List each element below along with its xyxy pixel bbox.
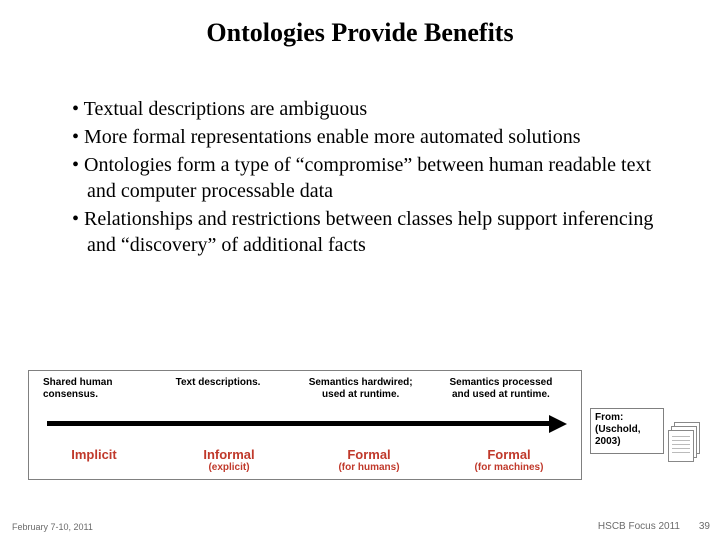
footer-page-number: 39 — [699, 521, 710, 532]
bottom-label-sub: (for humans) — [299, 462, 439, 473]
bottom-label: Formal (for machines) — [439, 447, 579, 473]
bullet-item: Relationships and restrictions between c… — [72, 206, 660, 258]
document-stack-icon — [668, 422, 702, 462]
citation-box: From: (Uschold, 2003) — [590, 408, 664, 454]
bullet-item: More formal representations enable more … — [72, 124, 660, 150]
diagram-top-labels: Shared humanconsensus. Text descriptions… — [29, 371, 581, 401]
bullet-list: Textual descriptions are ambiguous More … — [72, 96, 660, 258]
bottom-label-main: Formal — [299, 447, 439, 462]
diagram-bottom-labels: Implicit Informal (explicit) Formal (for… — [29, 447, 581, 473]
bottom-label-main: Formal — [439, 447, 579, 462]
footer-date: February 7-10, 2011 — [12, 522, 93, 532]
slide-title: Ontologies Provide Benefits — [0, 0, 720, 48]
bottom-label-sub: (explicit) — [159, 462, 299, 473]
bottom-label: Implicit — [29, 447, 159, 473]
top-label: Text descriptions. — [146, 377, 291, 401]
bottom-label-main: Informal — [159, 447, 299, 462]
bottom-label-main: Implicit — [29, 447, 159, 462]
bottom-label: Informal (explicit) — [159, 447, 299, 473]
bottom-label-sub: (for machines) — [439, 462, 579, 473]
top-label: Semantics hardwired;used at runtime. — [291, 377, 431, 401]
spectrum-arrow-icon — [47, 417, 567, 431]
spectrum-diagram: Shared humanconsensus. Text descriptions… — [28, 370, 582, 480]
bullet-item: Textual descriptions are ambiguous — [72, 96, 660, 122]
footer-event: HSCB Focus 2011 — [598, 521, 680, 532]
bottom-label: Formal (for humans) — [299, 447, 439, 473]
top-label: Shared humanconsensus. — [39, 377, 146, 401]
top-label: Semantics processedand used at runtime. — [431, 377, 571, 401]
bullet-item: Ontologies form a type of “compromise” b… — [72, 152, 660, 204]
